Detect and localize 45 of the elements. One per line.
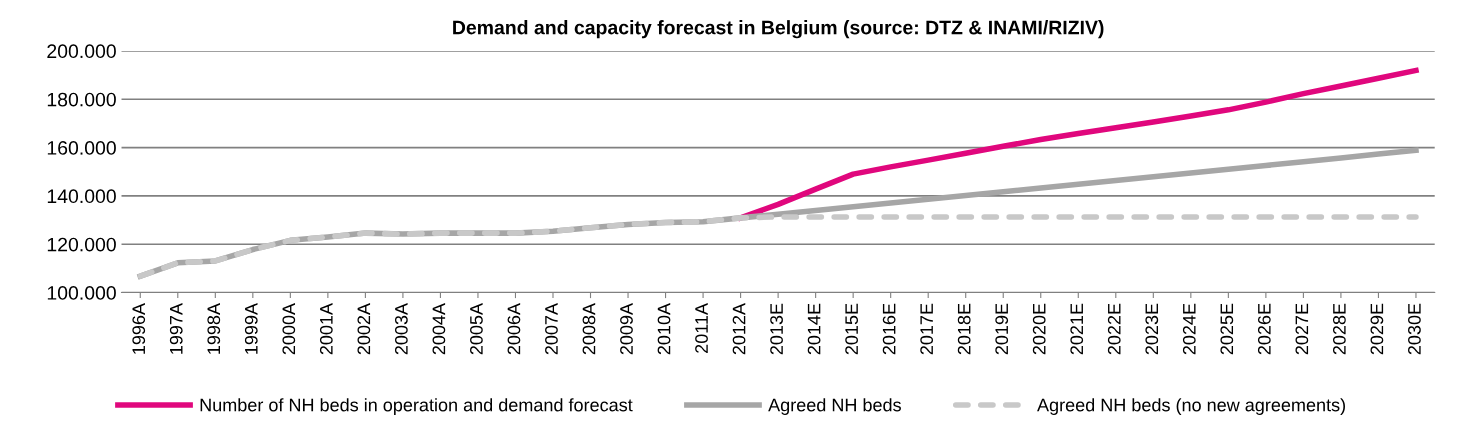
x-tick-label: 2017E xyxy=(920,303,934,355)
legend-label: Number of NH beds in operation and demand forecast xyxy=(200,398,633,415)
y-tick-label: 200.000 xyxy=(47,44,116,59)
legend-label: Agreed NH beds xyxy=(768,398,901,415)
x-tick-label: 2030E xyxy=(1408,303,1421,355)
x-tick-label: 2019E xyxy=(995,303,1009,355)
x-tick-label: 2016E xyxy=(882,303,896,355)
x-tick-label: 1996A xyxy=(132,303,146,354)
y-tick-label: 140.000 xyxy=(47,189,116,204)
x-tick-label: 2014E xyxy=(807,303,821,355)
x-tick-label: 2024E xyxy=(1182,303,1196,355)
x-tick-label: 2007A xyxy=(545,303,558,355)
x-tick-label: 2013E xyxy=(770,303,783,355)
x-tick-label: 1999A xyxy=(244,303,258,354)
y-tick-label: 180.000 xyxy=(47,92,116,107)
x-tick-label: 2015E xyxy=(845,303,858,355)
x-tick-label: 2003A xyxy=(394,303,408,355)
y-tick-label: 100.000 xyxy=(47,286,116,300)
x-tick-label: 2010A xyxy=(657,303,671,355)
chart-title: Demand and capacity forecast in Belgium (source: DTZ & INAMI/RIZIV) xyxy=(453,20,1104,39)
x-tick-label: 2023E xyxy=(1145,303,1159,355)
x-tick-label: 2011A xyxy=(695,303,708,353)
x-tick-label: 2000A xyxy=(282,303,296,355)
x-tick-label: 2026E xyxy=(1257,303,1271,355)
legend-label: Agreed NH beds (no new agreements) xyxy=(1037,398,1345,415)
x-tick-label: 1998A xyxy=(207,303,221,354)
y-tick-label: 120.000 xyxy=(47,237,116,252)
x-tick-label: 2020E xyxy=(1032,303,1046,355)
y-tick-label: 160.000 xyxy=(47,141,116,155)
x-tick-label: 2005A xyxy=(470,303,483,355)
x-tick-label: 2004A xyxy=(432,303,446,355)
x-tick-label: 2008A xyxy=(582,303,596,355)
x-tick-label: 2006A xyxy=(507,303,521,355)
x-tick-label: 2029E xyxy=(1370,303,1384,355)
x-tick-label: 2025E xyxy=(1220,303,1234,355)
x-tick-label: 2022E xyxy=(1107,303,1121,355)
x-tick-label: 2018E xyxy=(957,303,971,355)
x-tick-label: 2027E xyxy=(1295,303,1309,355)
x-tick-label: 2009A xyxy=(620,303,633,355)
x-tick-label: 1997A xyxy=(169,303,183,354)
x-tick-label: 2028E xyxy=(1332,303,1346,355)
x-tick-label: 2001A xyxy=(319,303,333,355)
x-tick-label: 2012A xyxy=(732,303,746,355)
x-tick-label: 2021E xyxy=(1070,303,1084,355)
x-tick-label: 2002A xyxy=(357,303,371,355)
